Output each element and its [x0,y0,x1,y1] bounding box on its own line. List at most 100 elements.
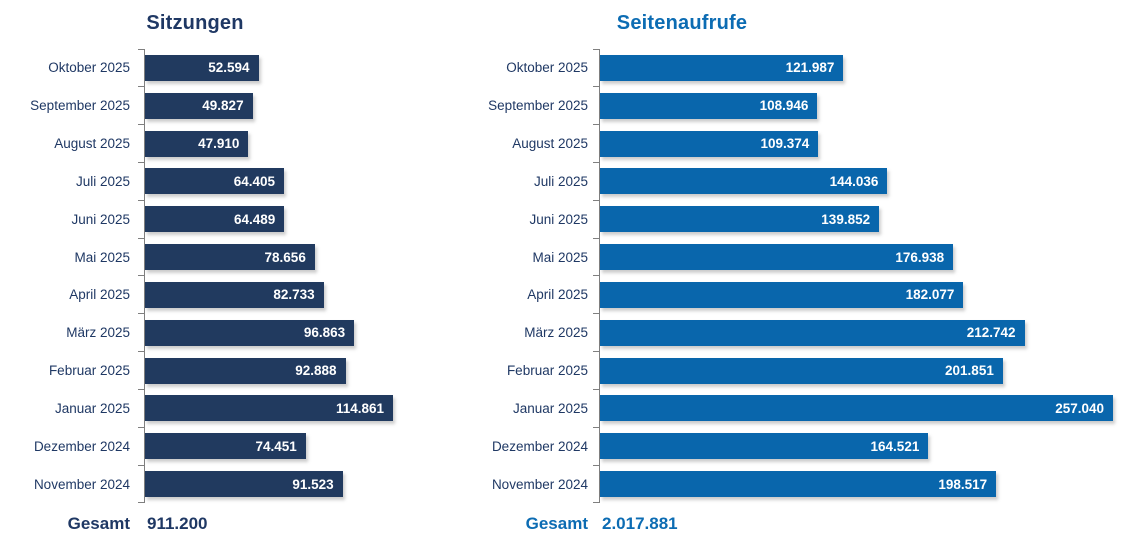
value-axis-track: 96.863 [138,313,393,352]
bar: 144.036 [600,168,888,195]
bar-row: Oktober 2025 52.594 [0,48,460,87]
bar-row: Juni 2025 139.852 [460,199,1144,239]
bar-value-label: 91.523 [292,476,334,492]
bar-row: April 2025 182.077 [460,275,1144,314]
bar-row: Februar 2025 92.888 [0,351,460,390]
category-label: November 2024 [491,476,588,492]
bar-value-label: 164.521 [870,438,920,454]
value-axis-track: 139.852 [593,199,1113,239]
category-label: Februar 2025 [48,363,130,379]
value-axis-track: 114.861 [138,388,393,428]
category-label: Juni 2025 [529,211,588,227]
bar-rows-seitenaufrufe: Oktober 2025 121.987 September 2025 108.… [460,48,1144,504]
seitenaufrufe-chart: Seitenaufrufe Oktober 2025 121.987 Septe… [460,0,1144,549]
category-label: Mai 2025 [532,249,588,265]
bar-value-label: 201.851 [945,363,994,379]
bar-value-label: 64.405 [233,173,276,189]
bar-value-label: 212.742 [966,325,1016,341]
category-label: April 2025 [69,287,130,303]
bar-value-label: 257.040 [1055,400,1104,416]
bar-row: Mai 2025 176.938 [460,237,1144,276]
bar-value-label: 49.827 [202,98,244,114]
bar-row: Oktober 2025 121.987 [460,48,1144,87]
sitzungen-chart: Sitzungen Oktober 2025 52.594 September … [0,0,460,549]
bar-rows-sitzungen: Oktober 2025 52.594 September 2025 49.82… [0,48,460,504]
bar-value-label: 64.489 [233,211,276,227]
value-axis-track: 109.374 [593,124,1113,163]
bar: 47.910 [145,130,249,157]
bar-row: Januar 2025 257.040 [460,388,1144,428]
bar-row: April 2025 82.733 [0,275,460,314]
category-label: Oktober 2025 [506,60,588,76]
value-axis-track: 121.987 [593,48,1113,87]
bar-row: Dezember 2024 74.451 [0,426,460,466]
value-axis-track: 52.594 [138,48,393,87]
value-axis-track: 182.077 [593,275,1113,314]
bar: 91.523 [145,471,343,498]
total-label: Gesamt [525,514,588,533]
bar-value-label: 78.656 [264,249,306,265]
category-label: Dezember 2024 [33,438,130,454]
value-axis-track: 49.827 [138,86,393,125]
bar-value-label: 108.946 [759,98,809,114]
category-label: Dezember 2024 [491,438,588,454]
category-label: Juli 2025 [533,173,588,189]
value-axis-track: 164.521 [593,426,1113,466]
bar-row: Januar 2025 114.861 [0,388,460,428]
bar-row: September 2025 49.827 [0,86,460,125]
bar: 49.827 [145,92,253,119]
bar: 52.594 [145,54,259,81]
bar: 64.489 [145,206,285,233]
bar-row: Dezember 2024 164.521 [460,426,1144,466]
value-axis-track: 198.517 [593,464,1113,504]
bar-row: Juni 2025 64.489 [0,199,460,239]
bar-value-label: 92.888 [295,363,337,379]
bar-value-label: 144.036 [829,173,879,189]
category-label: Oktober 2025 [48,60,130,76]
chart-title-sitzungen: Sitzungen [146,12,244,34]
bar-row: März 2025 212.742 [460,313,1144,352]
value-axis-track: 257.040 [593,388,1113,428]
bar: 92.888 [145,357,346,384]
value-axis-track: 82.733 [138,275,393,314]
category-label: Januar 2025 [54,400,130,416]
category-label: August 2025 [54,136,130,152]
bar-value-label: 176.938 [895,249,945,265]
total-row-sitzungen: Gesamt 911.200 [0,514,208,534]
value-axis-track: 64.405 [138,161,393,201]
total-row-seitenaufrufe: Gesamt 2.017.881 [460,514,678,534]
value-axis-track: 74.451 [138,426,393,466]
value-axis-track: 144.036 [593,161,1113,201]
category-label: Juli 2025 [75,173,130,189]
bar-row: Mai 2025 78.656 [0,237,460,276]
bar-value-label: 52.594 [208,60,250,76]
bar-row: November 2024 91.523 [0,464,460,504]
bar-value-label: 82.733 [273,287,315,303]
total-value: 911.200 [147,514,208,533]
category-label: Mai 2025 [74,249,130,265]
chart-title-seitenaufrufe: Seitenaufrufe [616,12,748,34]
category-label: März 2025 [524,325,588,341]
bar-row: Juli 2025 64.405 [0,161,460,201]
category-label: November 2024 [33,476,130,492]
bar: 198.517 [600,471,997,498]
bar-row: Februar 2025 201.851 [460,351,1144,390]
bar: 114.861 [145,395,393,422]
bar: 109.374 [600,130,819,157]
bar: 182.077 [600,281,964,308]
category-label: März 2025 [66,325,130,341]
bar: 108.946 [600,92,818,119]
bar-value-label: 198.517 [938,476,988,492]
category-label: Juni 2025 [71,211,130,227]
bar-value-label: 114.861 [335,400,384,416]
value-axis-track: 176.938 [593,237,1113,276]
value-axis-track: 47.910 [138,124,393,163]
bar: 121.987 [600,54,844,81]
bar-row: November 2024 198.517 [460,464,1144,504]
bar-value-label: 96.863 [303,325,346,341]
category-label: Januar 2025 [512,400,588,416]
bar: 139.852 [600,206,880,233]
bar: 78.656 [145,244,315,271]
bar-value-label: 139.852 [821,211,871,227]
bar: 96.863 [145,319,355,346]
